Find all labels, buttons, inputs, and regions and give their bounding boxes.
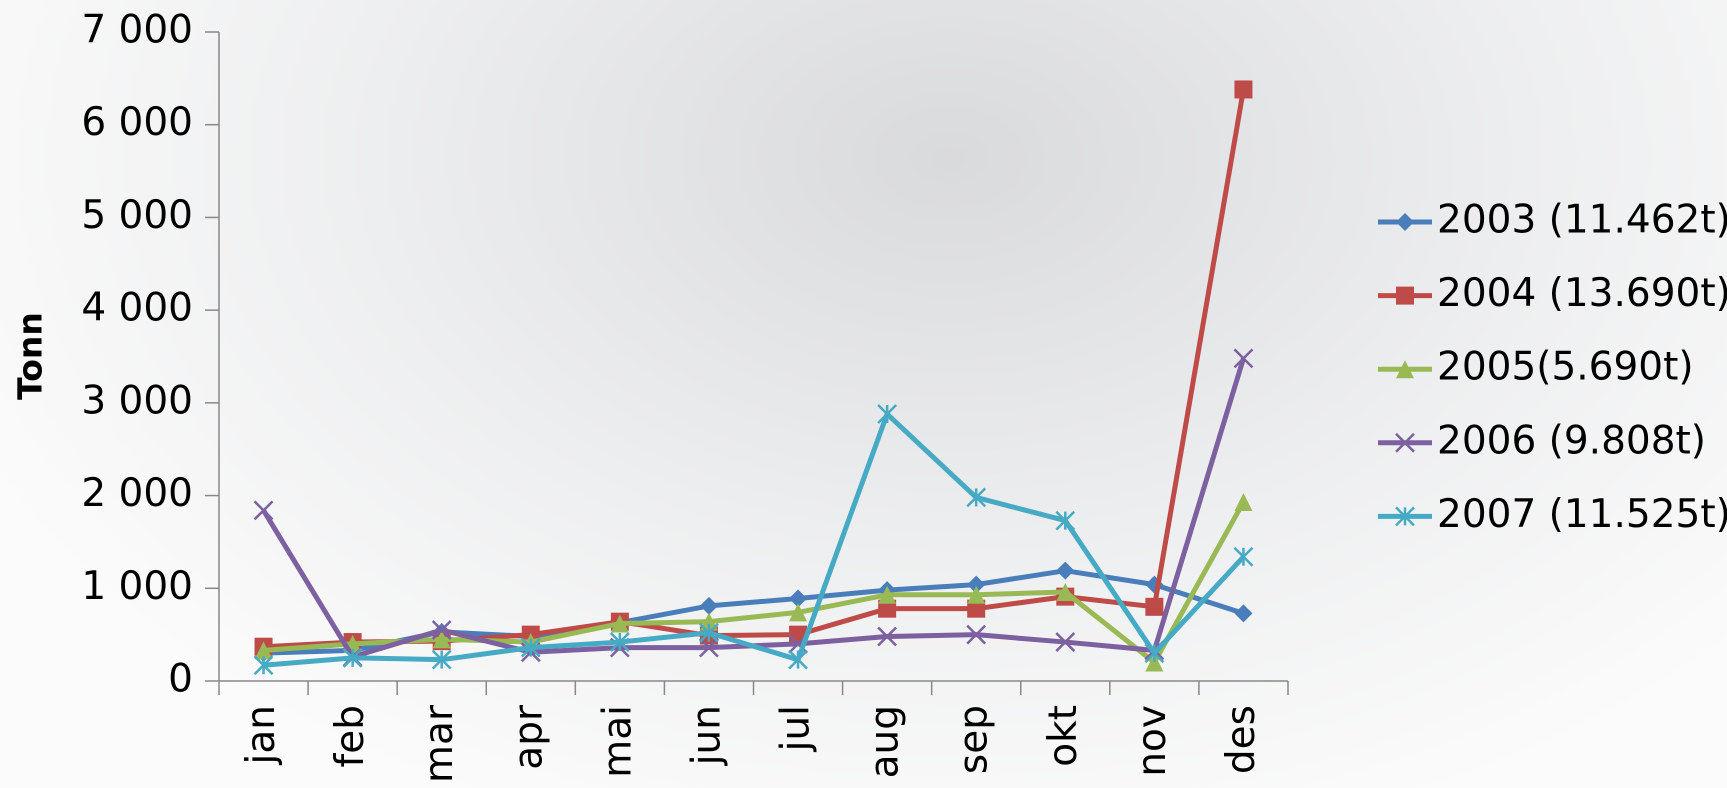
data-point [1055,510,1076,531]
data-point [253,655,274,676]
data-point [253,500,274,521]
legend-marker [1396,213,1414,231]
data-point [966,487,987,508]
y-tick-label: 0 [168,657,193,702]
data-point [1145,597,1164,616]
data-point [967,575,986,594]
data-point [1234,80,1253,99]
series-line [263,500,1246,665]
y-tick-label: 5 000 [81,193,193,238]
data-point [789,603,808,622]
data-point [431,620,452,640]
data-point [342,647,363,668]
data-point [520,637,541,658]
legend-label: 2007 (11.525t) [1437,492,1727,537]
y-tick-label: 3 000 [81,378,193,423]
y-tick-label: 2 000 [81,471,193,516]
x-tick-label: jan [239,705,284,765]
data-point [1144,643,1165,664]
x-tick-label: nov [1130,705,1175,777]
data-point [1234,493,1253,512]
series-line [261,357,1246,660]
x-tick-label: mar [417,704,462,783]
data-point [431,649,452,670]
y-tick-label: 6 000 [81,100,193,145]
legend-marker [1395,506,1415,527]
data-point [789,589,808,608]
data-point [699,612,718,631]
data-point [1055,632,1076,652]
legend-marker [1396,360,1414,379]
series-line [263,411,1246,668]
data-point [966,624,987,645]
data-point [878,599,897,618]
x-tick-label: mai [595,705,640,778]
x-tick-label: sep [952,705,997,774]
data-point [699,637,719,658]
y-tick-label: 1 000 [81,564,193,609]
x-tick-label: okt [1041,705,1086,767]
y-tick-label: 7 000 [81,8,193,53]
x-tick-label: feb [328,705,373,767]
data-point [878,585,897,604]
data-point [609,632,630,652]
x-tick-label: des [1219,705,1264,774]
legend-label: 2004 (13.690t) [1437,271,1727,316]
data-point [788,649,808,670]
legend-label: 2006 (9.808t) [1437,418,1706,463]
data-point [1056,582,1075,601]
legend-label: 2005(5.690t) [1437,345,1694,390]
data-point [967,599,986,618]
y-tick-label: 4 000 [81,286,193,331]
data-point [432,630,451,649]
data-point [1234,604,1253,623]
legend-label: 2003 (11.462t) [1437,198,1727,243]
legend-marker [1395,432,1415,453]
data-point [877,404,898,424]
legend-marker [1396,286,1414,305]
data-point [1145,653,1164,672]
data-point [610,614,629,633]
data-point [699,596,718,615]
data-point [1056,561,1075,580]
data-point [1233,546,1254,567]
x-tick-label: apr [506,704,551,770]
data-point [699,622,719,643]
data-point [254,641,273,660]
data-point [877,626,898,647]
x-tick-label: jun [684,705,729,766]
y-axis-title: Tonn [11,312,50,400]
x-tick-label: jul [774,705,819,752]
data-point [967,585,986,604]
data-point [1233,348,1254,369]
x-tick-label: aug [863,705,908,778]
